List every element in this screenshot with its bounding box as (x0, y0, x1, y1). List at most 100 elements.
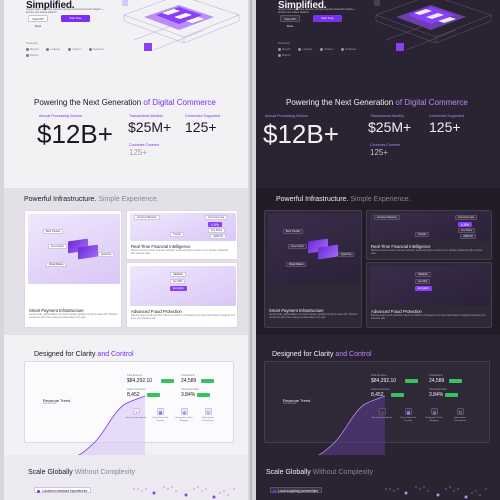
logo-mark-icon (341, 48, 345, 51)
smart-payment-title: Smart Payment Infrastructure (269, 308, 324, 313)
logo-mark-icon (68, 48, 72, 51)
real-time-desc: Monitor revenue trends, customer behavio… (131, 250, 229, 255)
revenue-trend-subtitle: Last 30 Days (43, 403, 57, 405)
dashboard-panel: Revenue Trend Last 30 Days Total Revenue… (264, 361, 490, 463)
partner-logo: Stratum (320, 48, 333, 51)
card-icon (318, 244, 338, 260)
trend-badge (201, 379, 214, 383)
tile-label: Revenue Breakdown (125, 417, 147, 419)
pie-chart-icon[interactable]: ◔ (133, 408, 140, 415)
start-free-button[interactable]: Start Free (61, 15, 90, 22)
partner-logo: Stratum (68, 48, 81, 51)
hero-subtitle: Accept cards, automate payouts, and get … (26, 8, 105, 14)
chip-live-flow-amount: +$260.00 (210, 234, 226, 239)
currencies-label: Currencies Supported (429, 114, 464, 118)
chip-customer-behavior: Customer Behavior (134, 215, 160, 220)
chip-conversion-rate: Conversion rate (455, 215, 478, 220)
dashboard-panel: Revenue Trend Last 30 Days Total Revenue… (24, 361, 234, 463)
metric-value: 8,452 (371, 392, 384, 398)
chip-live-flows: Live Flows (458, 228, 475, 233)
pie-chart-icon[interactable]: ◔ (379, 408, 386, 415)
partner-logo: Ledgerly (298, 48, 312, 51)
real-time-desc: Monitor revenue trends, customer behavio… (371, 250, 483, 255)
cohort-icon[interactable]: ▦ (157, 408, 164, 415)
light-theme-page: Simplified. Accept cards, automate payou… (4, 0, 248, 500)
partner-logo: Railstone (341, 48, 356, 51)
metric-label: Transactions (181, 374, 195, 377)
subscription-icon[interactable]: ↻ (457, 408, 464, 415)
trusted-by-label: Trusted by (278, 42, 290, 45)
stats-heading: Powering the Next Generation of Digital … (286, 98, 468, 107)
tile-label: Subscription Performance (453, 417, 467, 422)
logo-mark-icon (298, 48, 302, 51)
cohort-icon[interactable]: ▦ (405, 408, 412, 415)
fraud-protection-card[interactable]: Validation Geo Risk Encryption Advanced … (366, 262, 492, 328)
features-heading: Powerful Infrastructure. Simple Experien… (24, 196, 159, 203)
hero-section: Simplified. Accept cards, automate payou… (4, 0, 248, 70)
features-heading: Powerful Infrastructure. Simple Experien… (276, 196, 411, 203)
chip-transfer: Transfer (170, 232, 185, 237)
metric-label: Active Customers (127, 388, 146, 391)
feature-pill[interactable]: Localized checkout experiences (34, 487, 92, 493)
partner-logo: Mayroll (26, 48, 38, 51)
hero-title: Simplified. (278, 0, 327, 11)
trend-badge (197, 393, 210, 397)
chip-geo-risk: Geo Risk (170, 279, 186, 284)
chip-encryption: Encryption (170, 286, 187, 291)
fraud-title: Advanced Fraud Protection (131, 309, 182, 314)
features-section: Powerful Infrastructure. Simple Experien… (4, 188, 248, 335)
annual-volume-value: $12B+ (263, 119, 339, 149)
stats-section: Powering the Next Generation of Digital … (4, 80, 248, 188)
partner-logo: Railstone (89, 48, 104, 51)
hero-subtitle: Accept cards, automate payouts, and get … (278, 8, 357, 14)
transactions-monthly-label: Transactions Monthly (370, 114, 405, 118)
clarity-section: Designed for Clarity and Control Revenue… (4, 335, 248, 463)
metric-value: 24,589 (181, 378, 197, 384)
tile-label: Geographic Sales Mapping (175, 417, 193, 422)
world-map-illustration (385, 486, 487, 499)
tile-label: Cohort Retention Tracking (399, 417, 417, 422)
check-icon (272, 489, 276, 493)
view-api-docs-button[interactable]: View API Docs (28, 15, 48, 28)
metric-label: Total Revenue (127, 374, 143, 377)
check-icon (36, 489, 40, 493)
real-time-title: Real-Time Financial Intelligence (131, 244, 191, 249)
partner-logo: Mayroll (278, 48, 290, 51)
tile-label: Revenue Breakdown (371, 417, 393, 419)
countries-label: Countries Covered (129, 143, 159, 147)
chip-digital-wallets: Digital Wallets (286, 262, 307, 267)
intelligence-illustration: Customer Behavior Conversion rate 4.8% L… (130, 213, 236, 241)
real-time-intelligence-card[interactable]: Customer Behavior Conversion rate 4.8% L… (126, 210, 238, 260)
logo-mark-icon (26, 54, 29, 57)
countries-value: 125+ (129, 148, 148, 157)
globe-icon[interactable]: ◍ (181, 408, 188, 415)
globe-icon[interactable]: ◍ (431, 408, 438, 415)
world-map-illustration (133, 486, 235, 499)
smart-payment-card[interactable]: Bank Transfer Apple Pay Digital Wallets … (264, 210, 362, 328)
countries-value: 125+ (370, 148, 389, 157)
annual-volume-value: $12B+ (37, 119, 113, 149)
metric-value: 3.84% (181, 392, 196, 398)
subscription-icon[interactable]: ↻ (205, 408, 212, 415)
real-time-intelligence-card[interactable]: Customer Behavior Conversion rate 4.8% L… (366, 210, 492, 260)
smart-payment-card[interactable]: Bank Transfer Apple Pay Digital Wallets … (24, 210, 122, 328)
tile-label: Subscription Performance (201, 417, 215, 422)
feature-pill[interactable]: Local acquiring partnerships (270, 487, 322, 493)
trusted-by-label: Trusted by (26, 42, 38, 45)
smart-payment-title: Smart Payment Infrastructure (29, 308, 84, 313)
logo-mark-icon (46, 48, 50, 51)
currencies-label: Currencies Supported (185, 114, 220, 118)
column-divider (250, 0, 252, 500)
fraud-illustration: Validation Geo Risk Encryption (370, 266, 490, 306)
start-free-button[interactable]: Start Free (313, 15, 342, 22)
trend-badge (405, 379, 418, 383)
intelligence-illustration: Customer Behavior Conversion rate 4.8% L… (370, 213, 490, 241)
fraud-protection-card[interactable]: Validation Geo Risk Encryption Advanced … (126, 262, 238, 328)
partner-logo: Bolsum (26, 54, 39, 57)
payment-methods-illustration: Bank Transfer Apple Pay Digital Wallets … (28, 214, 120, 284)
trend-badge (391, 393, 404, 397)
chip-conversion-rate: Conversion rate (205, 215, 228, 220)
scale-heading: Scale Globally Without Complexity (266, 469, 373, 476)
view-api-docs-button[interactable]: View API Docs (280, 15, 300, 28)
chip-customer-behavior: Customer Behavior (374, 215, 400, 220)
